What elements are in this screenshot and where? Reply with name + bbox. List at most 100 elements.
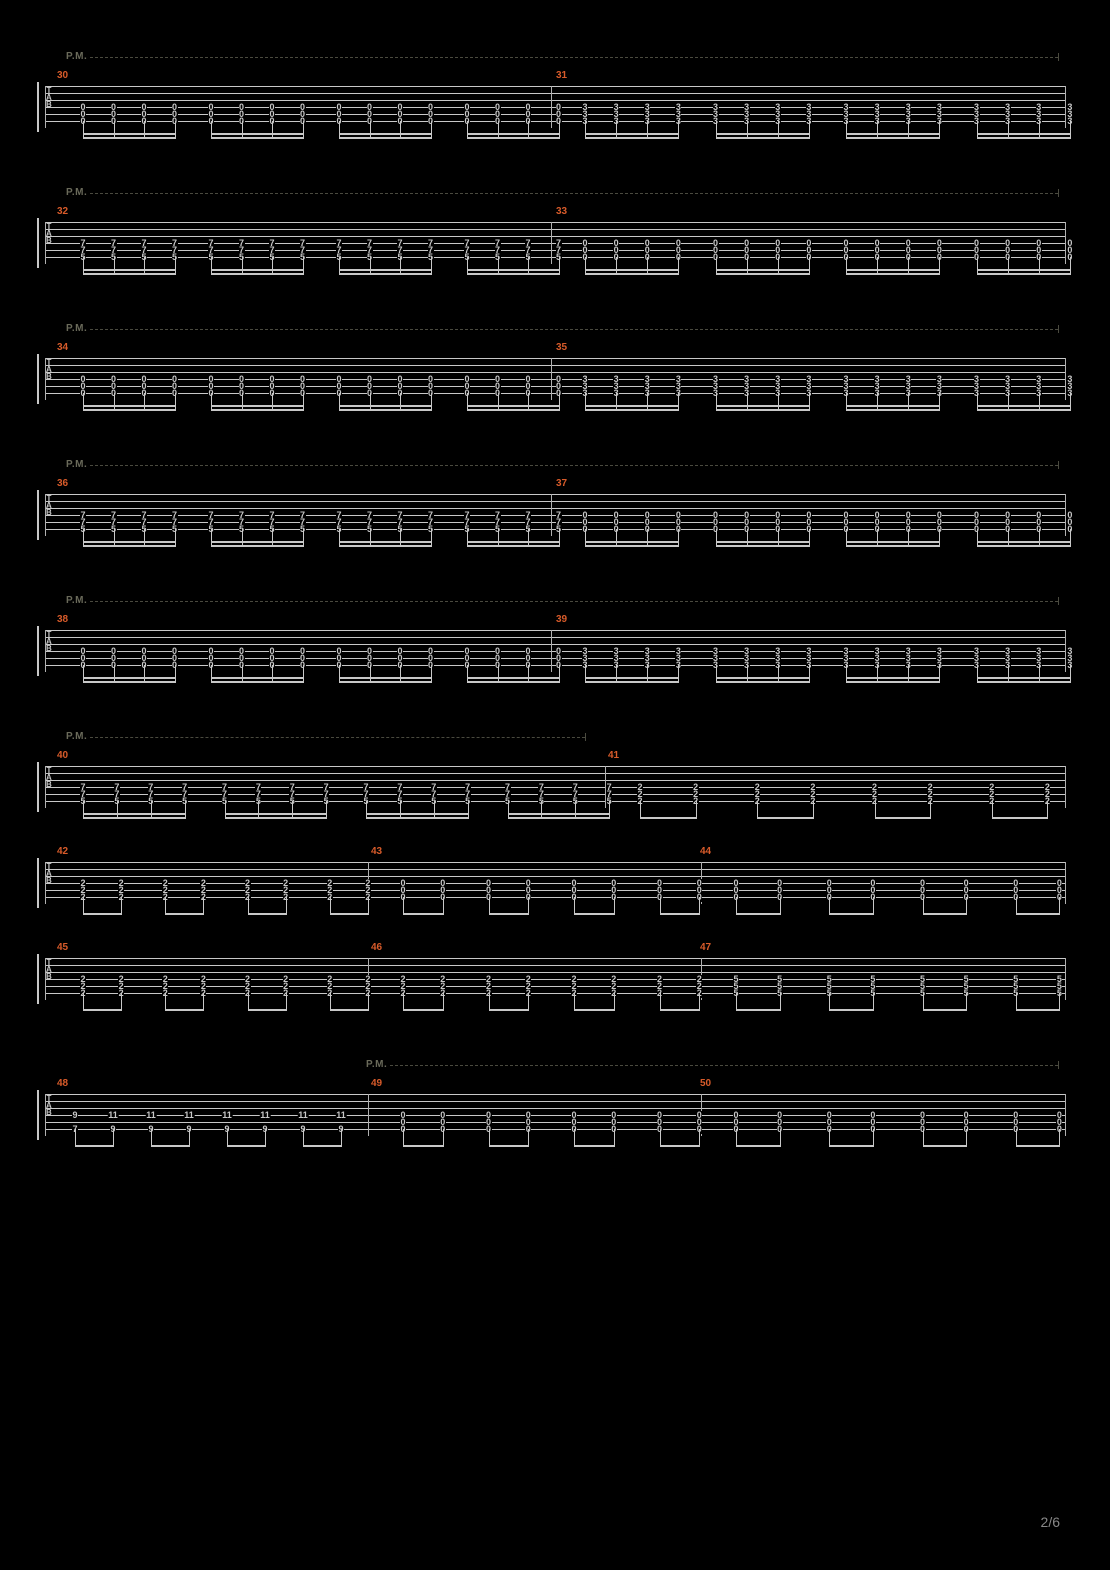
- staff-line: [45, 637, 1065, 638]
- beam: [83, 409, 175, 411]
- beam: [574, 1009, 614, 1011]
- staff-line: [45, 965, 1065, 966]
- bar-number: 40: [57, 750, 68, 761]
- beam: [467, 545, 559, 547]
- beam: [585, 541, 678, 543]
- beam: [165, 1009, 203, 1011]
- system-bracket: [37, 858, 39, 908]
- system-bracket: [37, 626, 39, 676]
- palm-mute-line: [390, 1065, 1058, 1066]
- note-stem: [809, 529, 810, 547]
- bar-number: 50: [700, 1078, 711, 1089]
- note-stem: [939, 393, 940, 411]
- beam: [585, 133, 678, 135]
- staff-line: [45, 1101, 1065, 1102]
- beam: [977, 409, 1070, 411]
- note-stem: [431, 121, 432, 139]
- beam: [339, 137, 431, 139]
- staff-line: [45, 883, 1065, 884]
- staff-line: [45, 229, 1065, 230]
- beam: [736, 913, 780, 915]
- staff-line: [45, 365, 1065, 366]
- fret-number: 11: [146, 1111, 157, 1120]
- beam: [330, 913, 368, 915]
- palm-mute-label: P.M.: [66, 187, 87, 198]
- staff-line: [45, 644, 1065, 645]
- fret-number: 11: [222, 1111, 233, 1120]
- beam: [846, 273, 939, 275]
- palm-mute-label: P.M.: [66, 323, 87, 334]
- beam: [736, 1145, 780, 1147]
- note-stem: [326, 801, 327, 819]
- note-stem: [1070, 393, 1071, 411]
- beam: [467, 273, 559, 275]
- note-stem: [341, 1129, 342, 1147]
- beam: [923, 1145, 967, 1147]
- palm-mute-line: [90, 737, 585, 738]
- staff-line: [45, 508, 1065, 509]
- palm-mute-line: [90, 193, 1058, 194]
- palm-mute-label: P.M.: [66, 595, 87, 606]
- note-stem: [813, 801, 814, 819]
- beam: [303, 1145, 341, 1147]
- note-stem: [175, 257, 176, 275]
- staff-line: [45, 890, 1065, 891]
- bar-number: 32: [57, 206, 68, 217]
- barline: [1065, 766, 1066, 808]
- beam: [508, 817, 610, 819]
- note-stem: [431, 393, 432, 411]
- staff-line: [45, 501, 1065, 502]
- barline: [1065, 958, 1066, 1000]
- note-stem: [699, 1129, 700, 1147]
- note-stem: [286, 897, 287, 915]
- beam: [716, 269, 809, 271]
- barline: [368, 1094, 369, 1136]
- staff-line: [45, 372, 1065, 373]
- staff-line: [45, 1094, 1065, 1095]
- beam: [211, 409, 303, 411]
- beam: [75, 1145, 113, 1147]
- beam: [846, 269, 939, 271]
- note-stem: [559, 393, 560, 411]
- beam: [225, 817, 327, 819]
- palm-mute-line: [90, 465, 1058, 466]
- note-stem: [431, 529, 432, 547]
- beam: [585, 677, 678, 679]
- beam: [366, 817, 468, 819]
- fret-number: 11: [108, 1111, 119, 1120]
- note-stem: [368, 993, 369, 1011]
- beam: [846, 405, 939, 407]
- beam: [716, 405, 809, 407]
- beam: [366, 813, 468, 815]
- palm-mute-end: [1058, 461, 1059, 469]
- beam: [716, 133, 809, 135]
- fret-number: 9: [72, 1111, 78, 1120]
- note-stem: [939, 257, 940, 275]
- note-stem: [1070, 257, 1071, 275]
- note-stem: [559, 529, 560, 547]
- note-stem: [809, 121, 810, 139]
- staff-line: [45, 876, 1065, 877]
- bar-number: 34: [57, 342, 68, 353]
- beam: [83, 681, 175, 683]
- tab-clef: TAB: [46, 767, 52, 788]
- system-bracket: [37, 82, 39, 132]
- beam: [211, 545, 303, 547]
- barline: [1065, 358, 1066, 400]
- staff-line: [45, 630, 1065, 631]
- note-stem: [175, 121, 176, 139]
- staff-line: [45, 958, 1065, 959]
- beam: [211, 133, 303, 135]
- beam: [977, 273, 1070, 275]
- staff-line: [45, 86, 1065, 87]
- bar-number: 45: [57, 942, 68, 953]
- beam: [211, 405, 303, 407]
- note-stem: [873, 897, 874, 915]
- beam: [467, 269, 559, 271]
- fret-number: 11: [298, 1111, 309, 1120]
- note-stem: [1059, 1129, 1060, 1147]
- beam: [83, 405, 175, 407]
- beam: [757, 817, 813, 819]
- note-stem: [1070, 121, 1071, 139]
- beam: [923, 1009, 967, 1011]
